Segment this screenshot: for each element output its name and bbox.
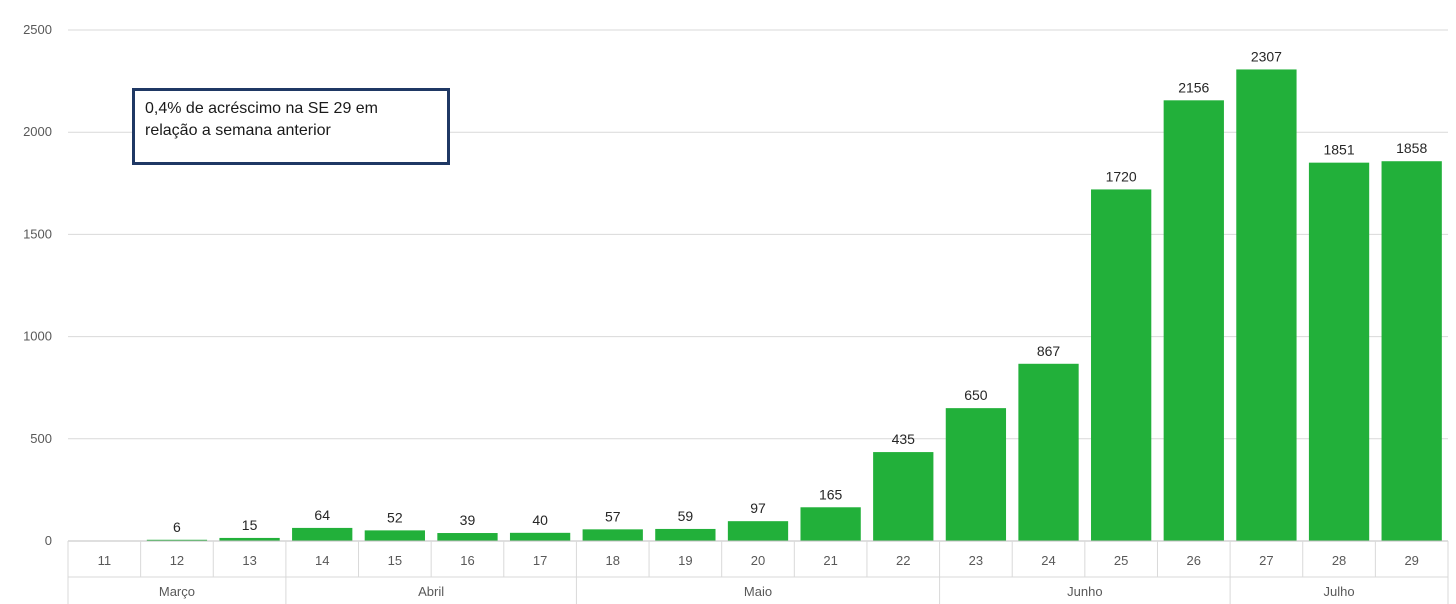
data-label: 2156 [1178, 79, 1209, 95]
bar [437, 533, 498, 541]
bar [1236, 69, 1297, 541]
bar [509, 532, 571, 541]
x-tick-label: 24 [1041, 553, 1055, 568]
month-label: Abril [418, 584, 444, 599]
x-tick-label: 27 [1259, 553, 1273, 568]
data-label: 64 [314, 507, 330, 523]
month-label: Julho [1324, 584, 1355, 599]
x-tick-label: 20 [751, 553, 765, 568]
data-label: 1851 [1323, 142, 1354, 158]
x-tick-label: 16 [460, 553, 474, 568]
data-label: 2307 [1251, 48, 1282, 64]
x-tick-label: 23 [969, 553, 983, 568]
y-tick-label: 1500 [23, 226, 52, 241]
bar [1018, 363, 1079, 541]
data-label: 1858 [1396, 140, 1427, 156]
bar [219, 537, 280, 541]
y-axis: 0 500 1000 1500 2000 2500 [23, 22, 52, 548]
bar [146, 539, 208, 541]
x-tick-label: 21 [823, 553, 837, 568]
x-axis: 11 12 13 14 15 16 17 18 19 20 21 22 23 24 25 26 27 28 29 Ma… [67, 540, 1449, 604]
x-tick-label: 17 [533, 553, 547, 568]
bar [292, 527, 353, 541]
data-label: 165 [819, 486, 843, 502]
bar [1381, 161, 1442, 541]
annotation-line-2: relação a semana anterior [145, 122, 331, 139]
data-label: 15 [242, 517, 258, 533]
x-tick-label: 18 [606, 553, 620, 568]
y-tick-label: 2500 [23, 22, 52, 37]
data-label: 40 [532, 512, 548, 528]
annotation-line-1: 0,4% de acréscimo na SE 29 em [145, 100, 379, 117]
x-tick-label: 15 [388, 553, 402, 568]
data-label: 57 [605, 508, 621, 524]
data-label: 1720 [1106, 168, 1137, 184]
bar [1308, 162, 1370, 542]
data-label: 39 [460, 512, 476, 528]
y-tick-label: 0 [45, 533, 52, 548]
data-label: 6 [173, 519, 181, 535]
data-label: 867 [1037, 343, 1061, 359]
bar [655, 528, 716, 541]
month-label: Maio [744, 584, 772, 599]
y-tick-label: 1000 [23, 329, 52, 344]
month-label: Junho [1067, 584, 1102, 599]
y-tick-label: 2000 [23, 124, 52, 139]
bars [146, 69, 1442, 542]
month-label: Março [159, 584, 195, 599]
x-tick-label: 12 [170, 553, 184, 568]
x-tick-label: 29 [1404, 553, 1418, 568]
bar [582, 529, 643, 541]
x-tick-label: 14 [315, 553, 329, 568]
annotation-box: 0,4% de acréscimo na SE 29 em relação a … [132, 88, 450, 165]
bar [1091, 189, 1152, 541]
data-label: 650 [964, 387, 988, 403]
bar [727, 521, 789, 541]
x-tick-label: 25 [1114, 553, 1128, 568]
x-tick-label: 19 [678, 553, 692, 568]
x-tick-label: 13 [242, 553, 256, 568]
y-tick-label: 500 [30, 431, 52, 446]
bar [364, 530, 425, 541]
x-tick-label: 22 [896, 553, 910, 568]
bar [800, 507, 861, 541]
x-tick-label: 11 [98, 553, 112, 568]
bar [945, 408, 1007, 541]
data-label: 59 [678, 508, 694, 524]
bar [1163, 100, 1224, 541]
x-tick-label: 26 [1187, 553, 1201, 568]
data-label: 97 [750, 500, 766, 516]
data-label: 52 [387, 509, 403, 525]
x-tick-label: 28 [1332, 553, 1346, 568]
bar [873, 452, 934, 541]
data-labels: 6 15 64 52 39 40 57 59 97 165 435 650 867 1720 2156 230… [173, 48, 1427, 534]
data-label: 435 [892, 431, 916, 447]
